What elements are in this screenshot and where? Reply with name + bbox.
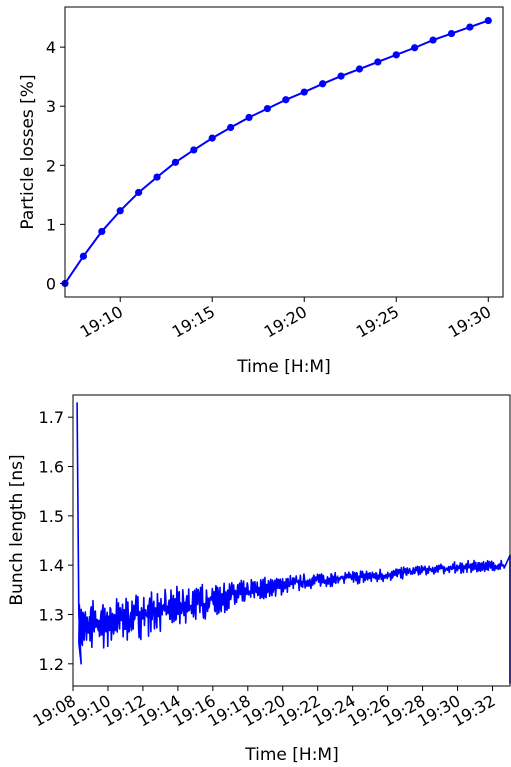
y-tick-label: 1.2 xyxy=(39,655,64,674)
particle-losses-line xyxy=(64,19,489,284)
y-tick-label: 1.3 xyxy=(39,605,64,624)
y-tick-label: 1.5 xyxy=(39,507,64,526)
y-tick-label: 1.6 xyxy=(39,458,64,477)
particle-losses-point xyxy=(263,104,272,113)
y-tick-label: 2 xyxy=(46,156,56,175)
particle-losses-point xyxy=(355,65,364,73)
y-tick-label: 4 xyxy=(46,38,56,57)
particle-losses-xlabel: Time [H:M] xyxy=(236,357,330,377)
particle-losses-point xyxy=(98,227,106,236)
bunch-length-plot-area xyxy=(76,402,511,684)
particle-losses-point xyxy=(171,158,180,166)
y-tick-label: 1.4 xyxy=(39,556,64,575)
particle-losses-point xyxy=(282,96,290,104)
particle-losses-point xyxy=(245,113,253,122)
x-tick-label: 19:15 xyxy=(169,302,218,342)
particle-losses-point xyxy=(135,188,143,197)
particle-losses-point xyxy=(447,29,456,38)
x-tick-label: 19:20 xyxy=(261,302,310,342)
y-tick-label: 3 xyxy=(46,97,56,116)
particle-losses-point xyxy=(411,44,419,52)
particle-losses-point xyxy=(392,51,400,59)
particle-losses-plot-area xyxy=(61,16,492,288)
particle-losses-point xyxy=(374,58,382,66)
particle-losses-point xyxy=(153,173,161,181)
particle-losses-axes-frame xyxy=(64,6,504,298)
particle-losses-point xyxy=(190,146,198,154)
particle-losses-point xyxy=(484,16,492,25)
y-tick-label: 0 xyxy=(46,274,56,293)
particle-losses-point xyxy=(116,207,124,215)
x-tick-label: 19:10 xyxy=(77,302,126,342)
bunch-length-line xyxy=(76,402,511,684)
particle-losses-ticks: 0 1 2 3 4 19:10 19:15 19:20 19:25 19:30 xyxy=(46,38,494,341)
y-tick-label: 1.7 xyxy=(39,408,64,427)
particle-losses-point xyxy=(466,23,474,31)
x-tick-label: 19:30 xyxy=(445,302,494,342)
bunch-length-ylabel: Bunch length [ns] xyxy=(7,454,27,605)
x-tick-label: 19:25 xyxy=(353,302,402,342)
particle-losses-point xyxy=(227,123,235,132)
particle-losses-point xyxy=(300,88,308,96)
particle-losses-point xyxy=(319,80,327,88)
bunch-length-chart: 1.21.31.41.51.61.719:0819:1019:1219:1419… xyxy=(7,394,511,765)
bunch-length-xlabel: Time [H:M] xyxy=(244,745,338,765)
particle-losses-point xyxy=(429,36,437,44)
particle-losses-point xyxy=(337,72,345,80)
y-tick-label: 1 xyxy=(46,215,56,234)
particle-losses-point xyxy=(79,252,88,260)
particle-losses-chart: 0 1 2 3 4 19:10 19:15 19:20 19:25 19:30 Time [H:M… xyxy=(18,6,504,377)
particle-losses-ylabel: Particle losses [%] xyxy=(18,74,38,229)
bunch-length-axes-frame xyxy=(72,394,511,687)
particle-losses-point xyxy=(208,134,216,142)
